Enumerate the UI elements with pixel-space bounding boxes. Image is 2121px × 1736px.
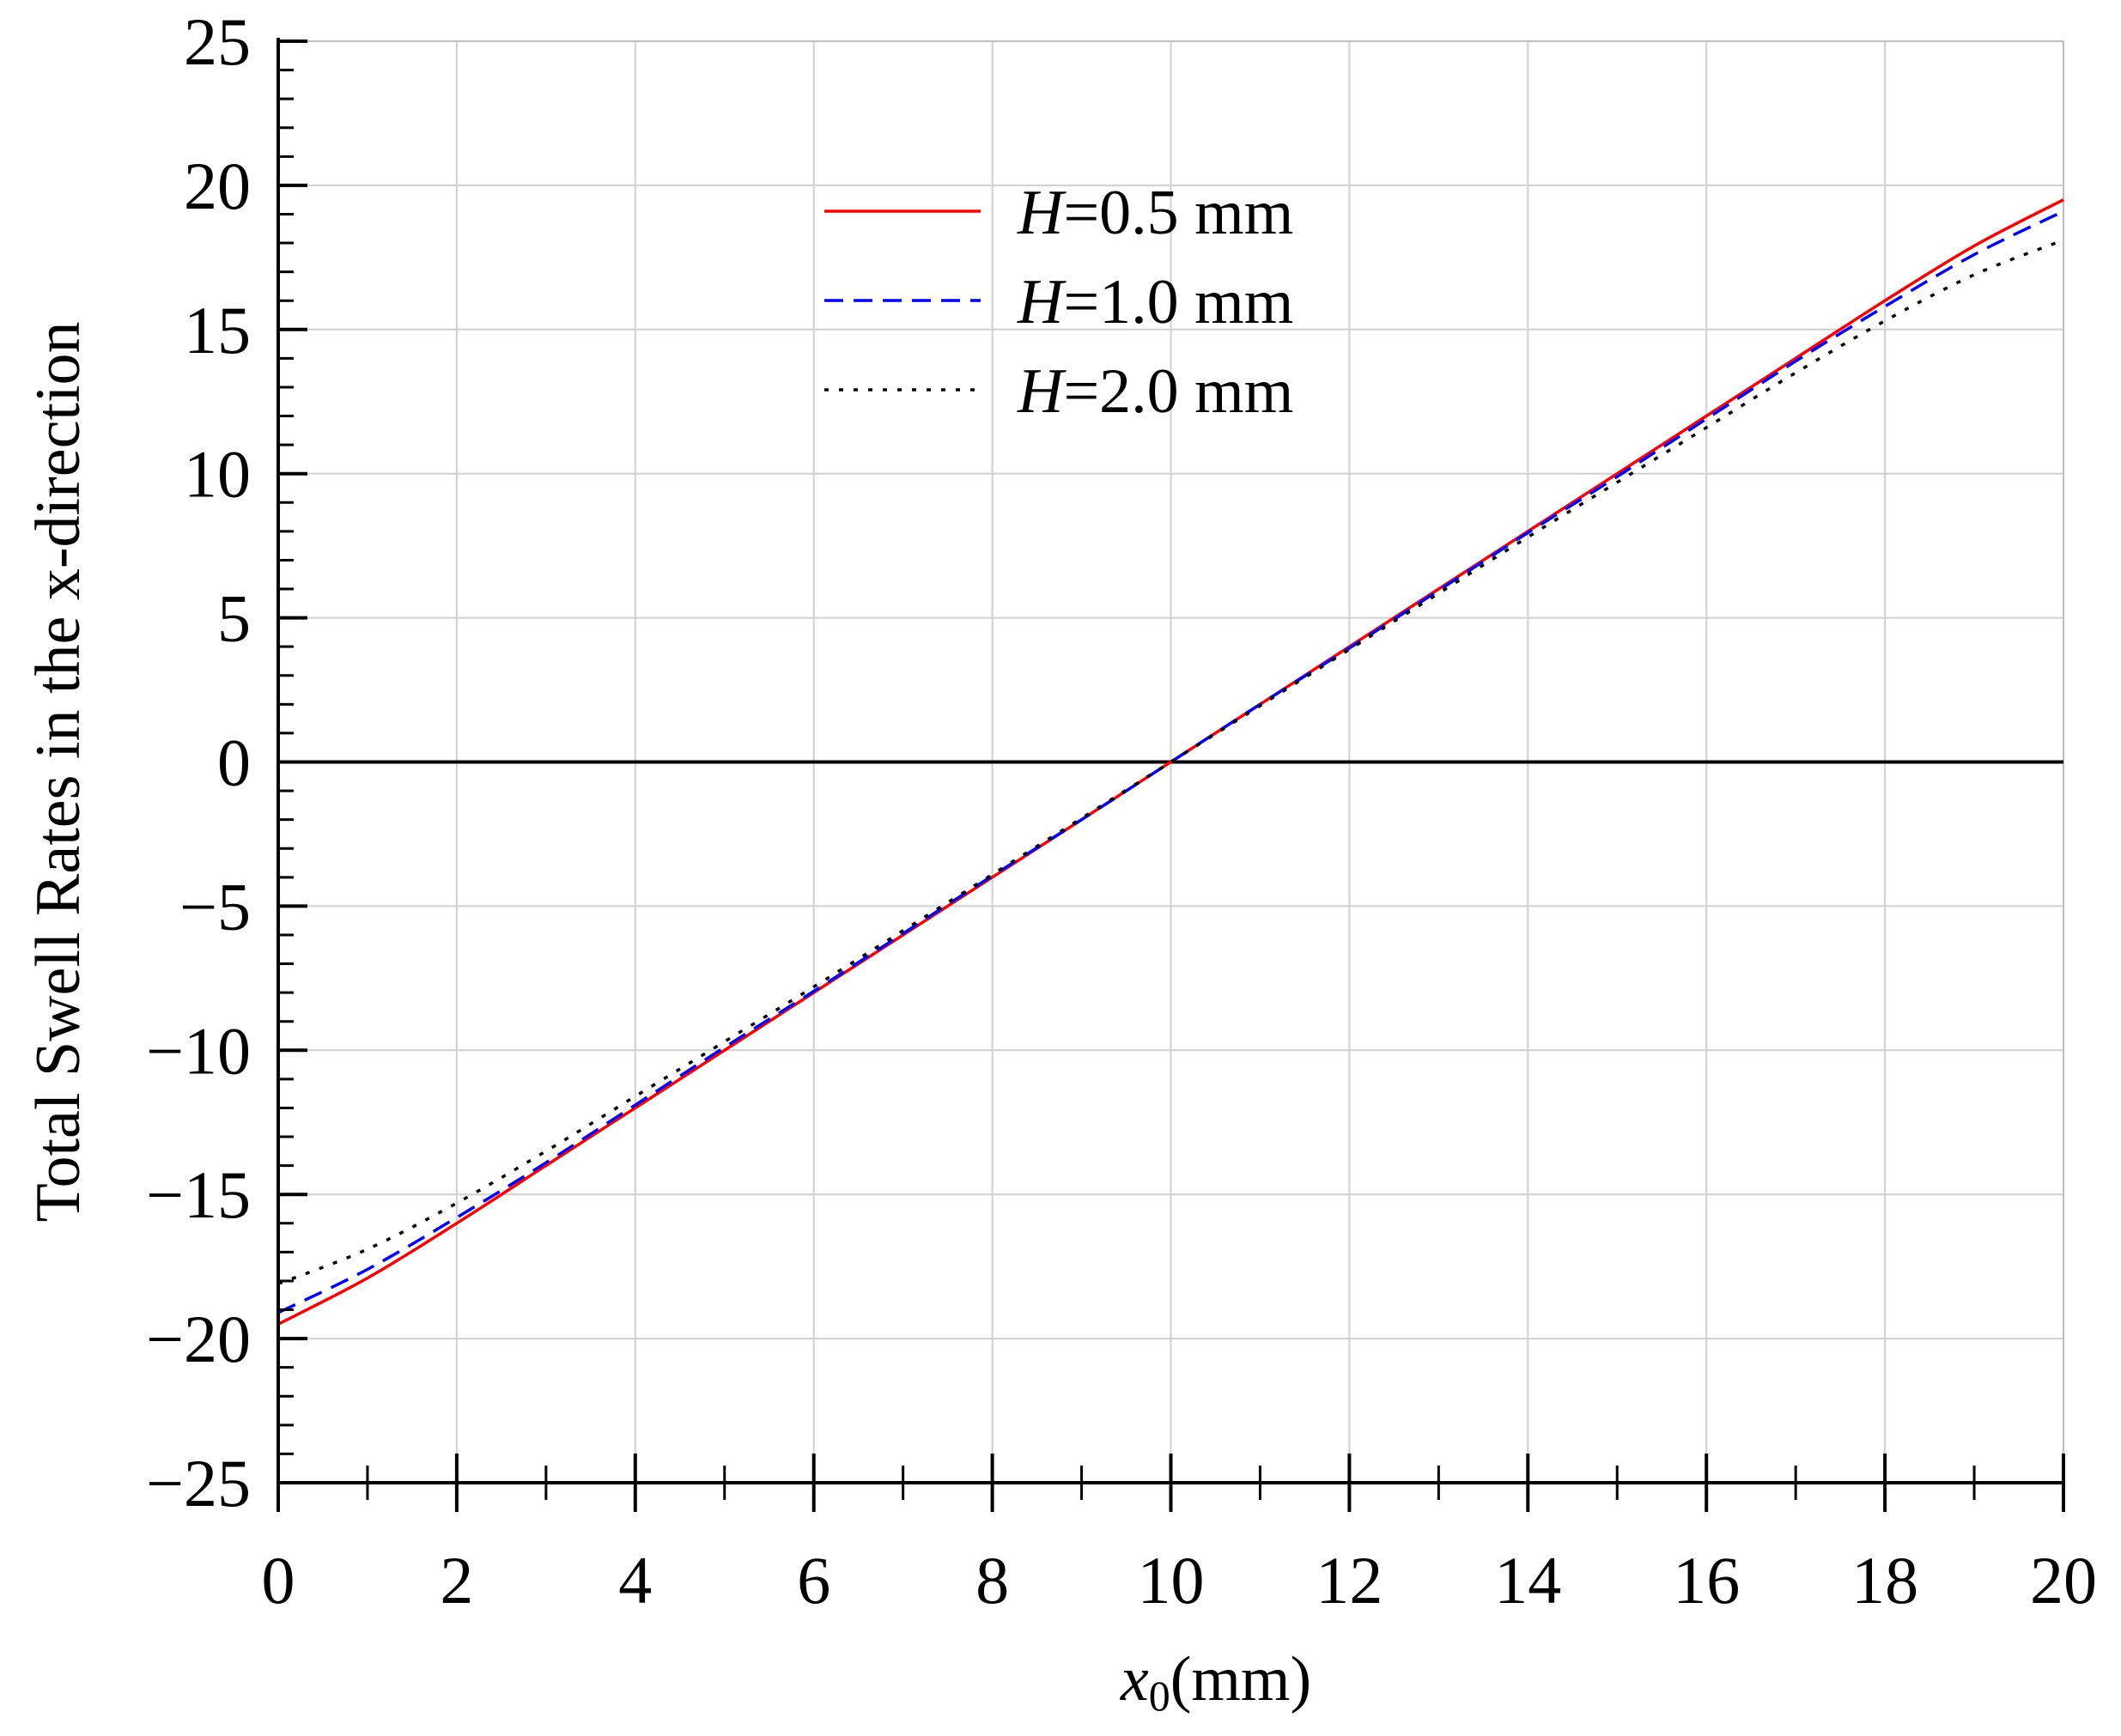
x-tick-label: 6 — [797, 1543, 830, 1618]
x-tick-label: 2 — [440, 1543, 473, 1618]
y-tick-label: −20 — [146, 1302, 251, 1376]
legend-label-2: H=1.0 mm — [1017, 267, 1293, 337]
y-tick-label: 10 — [184, 437, 251, 512]
y-tick-label: −10 — [146, 1013, 251, 1088]
y-tick-label: 15 — [184, 293, 251, 367]
series-line-2 — [277, 209, 2064, 1314]
y-tick-label: 5 — [217, 581, 251, 656]
legend-label-3: H=2.0 mm — [1017, 356, 1293, 427]
x-axis-label: x0(mm) — [1120, 1644, 1311, 1720]
x-tick-label: 16 — [1673, 1543, 1740, 1618]
x-tick-label: 4 — [618, 1543, 652, 1618]
y-tick-label: 25 — [184, 4, 251, 79]
series-line-1 — [277, 198, 2064, 1326]
x-tick-label: 18 — [1851, 1543, 1918, 1618]
legend-label-1: H=0.5 mm — [1017, 178, 1293, 248]
x-tick-label: 0 — [262, 1543, 295, 1618]
y-tick-label: 0 — [217, 725, 251, 800]
x-tick-label: 14 — [1494, 1543, 1561, 1618]
y-tick-label: −25 — [146, 1446, 251, 1521]
x-tick-label: 20 — [2030, 1543, 2097, 1618]
axis-layer: −25 −20 −15 −10 −5 0 5 10 15 20 25 0 2 4 6 8 10 12 14 16 18 2… — [146, 4, 2097, 1618]
y-tick-label: −5 — [179, 869, 251, 944]
x-tick-label: 10 — [1138, 1543, 1205, 1618]
legend: H=0.5 mm H=1.0 mm H=2.0 mm — [824, 178, 1293, 427]
x-tick-label: 12 — [1316, 1543, 1383, 1618]
x-tick-label: 8 — [975, 1543, 1009, 1618]
y-tick-label: −15 — [146, 1157, 251, 1232]
y-axis-label: Total Swell Rates in the x-direction — [23, 321, 94, 1222]
y-tick-label: 20 — [184, 149, 251, 223]
series-layer — [277, 198, 2064, 1326]
